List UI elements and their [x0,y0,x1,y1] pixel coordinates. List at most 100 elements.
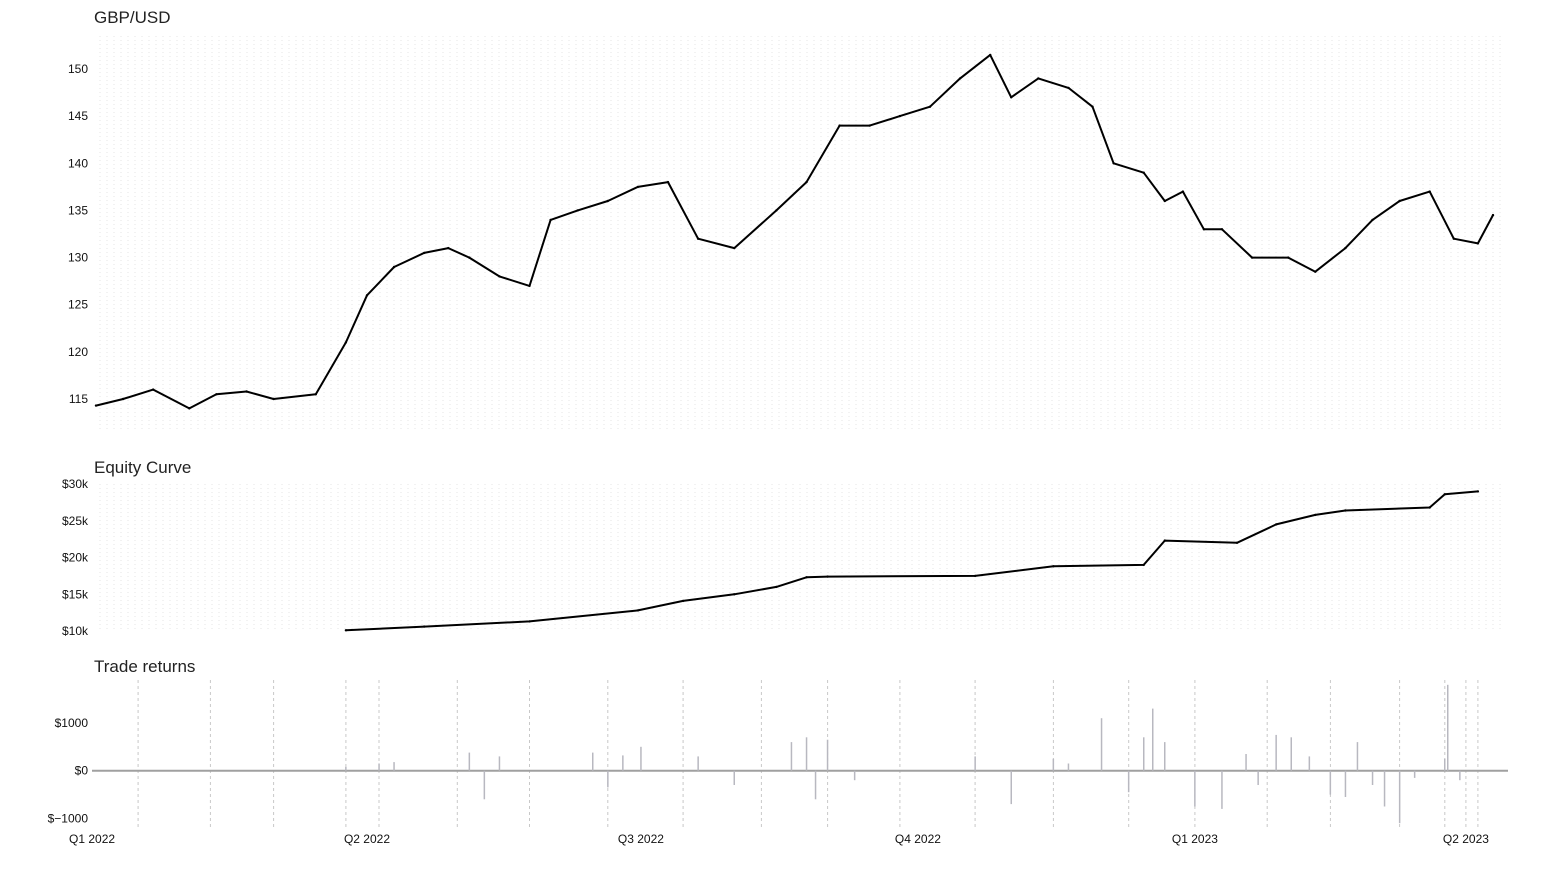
return-bar [974,756,976,771]
y-tick-label-returns: $−1000 [48,811,89,825]
return-bar [790,742,793,771]
grid-equity [99,484,1501,631]
return-bar [1257,770,1259,785]
data-point [1287,256,1290,259]
data-point [423,251,426,255]
data-point [1344,246,1347,250]
return-bar [1127,770,1130,793]
y-tick-label-returns: $0 [75,764,89,778]
data-point [121,397,125,401]
return-bar [1067,763,1070,771]
return-bar [1010,770,1012,805]
return-bar [1194,770,1196,807]
y-tick-label-equity: $10k [62,624,89,638]
y-tick-label-equity: $30k [62,477,89,491]
data-point [188,407,191,410]
data-point [576,209,579,212]
return-bar [814,770,817,800]
return-bar [805,737,808,771]
data-point [1163,539,1167,542]
data-point [868,124,871,127]
return-bar [592,752,594,771]
return-bar [393,762,395,771]
return-bar [1143,737,1145,771]
data-point [1142,171,1145,174]
return-bar [1221,770,1223,809]
y-tick-label-equity: $25k [62,514,89,528]
return-bar [483,770,486,800]
return-bar [1344,770,1347,797]
data-point [1142,563,1145,567]
data-point [973,574,977,578]
return-bar [1164,742,1166,771]
data-point [826,575,829,578]
data-point [636,609,640,612]
grid-lines-price [99,36,1501,432]
return-bar [1413,770,1416,778]
series-line-equity [345,490,1478,632]
y-tick-label-price: 125 [68,298,88,312]
return-bar [1275,734,1277,771]
y-tick-label-price: 130 [68,251,88,265]
data-point [423,625,426,628]
data-point [958,77,962,80]
return-bar [1308,756,1311,771]
data-point [549,218,552,222]
data-point [696,237,700,240]
data-point [898,114,902,118]
data-point [1052,565,1055,568]
data-point [468,256,471,259]
y-tick-label-equity: $20k [62,551,89,565]
return-bar [1245,754,1247,771]
data-point [1181,190,1185,193]
return-bar [826,739,829,771]
y-tick-label-price: 135 [68,203,88,217]
data-point [1491,213,1495,217]
return-bar [1447,684,1449,771]
y-tick-label-returns: $1000 [55,716,89,730]
x-tick-label: Q1 2022 [69,832,115,846]
data-point [1371,218,1374,222]
data-point [1428,190,1431,193]
return-bar [378,763,380,771]
return-bar [345,766,347,771]
data-point [272,397,275,401]
data-point [1344,509,1347,512]
data-point [1067,86,1070,90]
return-bar [733,770,735,785]
data-point [1275,523,1278,526]
data-point [733,593,736,596]
x-tick-label: Q3 2022 [618,832,664,846]
data-point [1010,96,1013,99]
return-bar [1100,718,1103,771]
return-bar [1356,742,1359,771]
data-point [805,576,808,579]
data-point [1202,228,1206,231]
data-point [392,265,396,269]
y-tick-label-price: 115 [69,392,88,406]
data-point [1314,513,1317,517]
data-point [152,388,155,391]
y-tick-label-price: 145 [68,109,88,123]
data-point [805,180,808,184]
returns-chart-title: Trade returns [94,657,195,676]
return-bar [1444,758,1446,771]
data-point [528,620,531,623]
data-point [447,246,450,250]
data-point [344,341,348,344]
return-bar [640,746,642,771]
data-point [666,180,670,184]
data-point [365,294,369,297]
data-point [1476,490,1480,493]
return-bar [1052,758,1055,771]
data-point [314,393,317,396]
equity-chart-title: Equity Curve [94,458,191,477]
x-tick-label: Q1 2023 [1172,832,1218,846]
price-chart-title: GBP/USD [94,8,171,27]
data-point [245,390,248,393]
x-tick-label: Q4 2022 [895,832,941,846]
data-point [1398,199,1401,203]
data-point [1037,77,1040,80]
